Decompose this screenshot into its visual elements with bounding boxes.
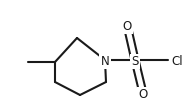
Text: O: O [122,20,132,33]
Text: Cl: Cl [171,55,183,68]
Text: O: O [138,88,148,101]
Text: S: S [131,55,139,68]
Text: N: N [101,55,109,68]
